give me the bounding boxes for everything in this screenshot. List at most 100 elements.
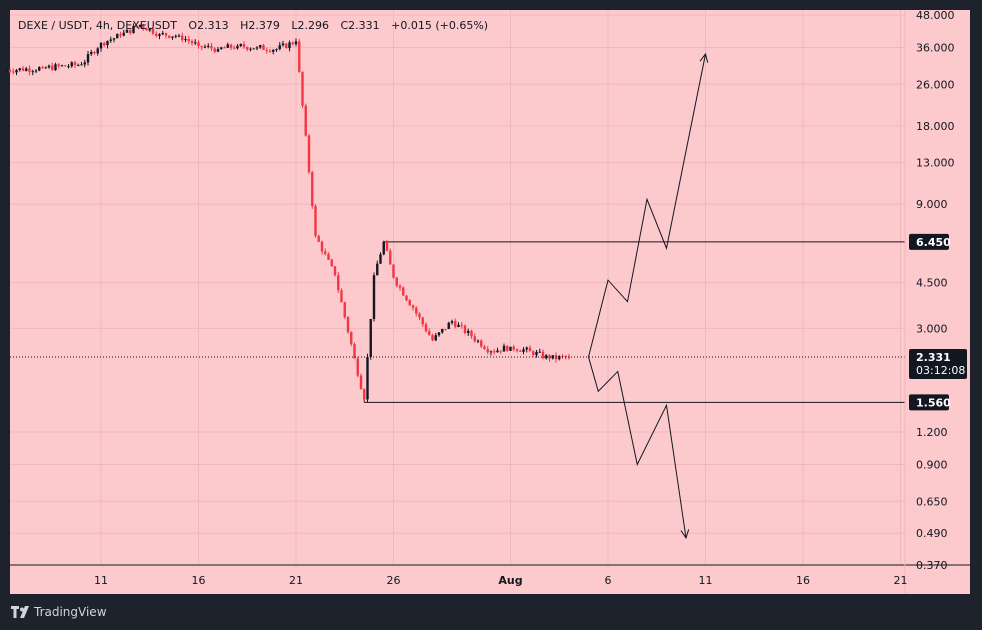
candles [5, 23, 571, 403]
candle-body [392, 264, 395, 278]
candle-body [346, 317, 350, 333]
candle-body [428, 331, 431, 336]
candle-body [473, 336, 476, 341]
candle-body [486, 349, 489, 353]
candle-body [512, 346, 515, 350]
candle-body [255, 47, 259, 49]
candle-body [57, 64, 60, 66]
candle-body [171, 36, 174, 38]
candle-body [450, 321, 454, 323]
candle-body [67, 66, 70, 68]
candle-body [233, 47, 236, 49]
candle-body [103, 42, 106, 46]
candle-body [18, 68, 21, 71]
y-tick-label: 3.000 [916, 322, 948, 335]
candle-body [372, 275, 376, 319]
candle-body [129, 29, 132, 34]
candle-body [548, 355, 551, 359]
candle-body [197, 42, 200, 46]
candle-body [333, 266, 337, 276]
candle-body [44, 67, 47, 69]
candle-body [382, 241, 385, 255]
candle-body [106, 40, 109, 46]
candle-body [311, 172, 314, 207]
candle-body [268, 50, 272, 52]
candle-body [38, 67, 41, 71]
candle-body [151, 28, 155, 34]
candle-body [168, 35, 171, 38]
candle-body [532, 351, 535, 356]
candle-body [402, 287, 405, 296]
legend-change: +0.015 (+0.65%) [391, 19, 488, 32]
candle-body [181, 35, 184, 40]
candle-body [249, 48, 252, 50]
candle-body [376, 263, 379, 276]
candle-body [203, 46, 207, 48]
candle-body [411, 305, 415, 308]
candle-body [28, 68, 31, 72]
candle-body [155, 33, 158, 37]
candle-body [366, 356, 369, 400]
y-tick-label: 9.000 [916, 198, 948, 211]
candle-body [15, 70, 18, 73]
candle-body [441, 328, 444, 333]
candle-body [112, 38, 116, 40]
candle-body [99, 42, 103, 49]
tradingview-brand[interactable]: TradingView [10, 603, 107, 621]
candle-body [320, 241, 324, 252]
candle-body [431, 335, 434, 341]
candle-body [223, 47, 226, 49]
x-tick-label: 11 [699, 574, 713, 587]
candle-body [444, 328, 447, 330]
candle-body [353, 344, 356, 359]
candle-body [356, 358, 359, 376]
y-tick-label: 18.000 [916, 120, 955, 133]
y-tick-label: 0.900 [916, 459, 948, 472]
candle-body [64, 65, 67, 67]
candle-body [330, 259, 333, 267]
candle-body [476, 340, 480, 342]
level-badge [909, 233, 949, 250]
y-tick-label: 0.370 [916, 559, 948, 572]
candle-body [408, 300, 411, 306]
y-tick-label: 1.200 [916, 426, 948, 439]
candle-body [262, 45, 265, 50]
candle-body [8, 69, 12, 72]
candle-body [216, 49, 220, 52]
candle-body [259, 45, 262, 48]
candle-body [379, 254, 382, 264]
candle-body [145, 28, 148, 31]
bar-countdown: 03:12:08 [916, 364, 965, 377]
y-tick-label: 4.500 [916, 277, 948, 290]
candle-body [70, 62, 73, 67]
x-tick-label: Aug [498, 574, 522, 587]
candle-body [535, 351, 538, 356]
candle-body [317, 235, 320, 242]
candle-body [278, 45, 281, 50]
legend-high: H2.379 [240, 19, 280, 32]
candle-body [177, 35, 181, 37]
projection-drawings [588, 52, 709, 540]
candle-body [343, 302, 346, 318]
plot-background[interactable] [10, 10, 970, 594]
candle-body [252, 48, 255, 50]
candle-body [93, 51, 96, 54]
candle-body [457, 324, 460, 327]
level-badge-label: 6.450 [916, 236, 951, 249]
candle-body [363, 389, 366, 400]
candle-body [73, 62, 77, 66]
candle-body [496, 350, 499, 353]
candle-body [54, 64, 57, 71]
candle-body [324, 251, 327, 254]
x-tick-label: 16 [192, 574, 206, 587]
candle-body [41, 67, 44, 69]
symbol-legend[interactable]: DEXE / USDT, 4h, DEXEUSDT O2.313 H2.379 … [18, 19, 488, 32]
y-tick-label: 0.490 [916, 527, 948, 540]
candle-body [229, 44, 233, 48]
candle-body [467, 330, 470, 334]
candle-body [119, 34, 122, 36]
candle-body [424, 324, 428, 332]
